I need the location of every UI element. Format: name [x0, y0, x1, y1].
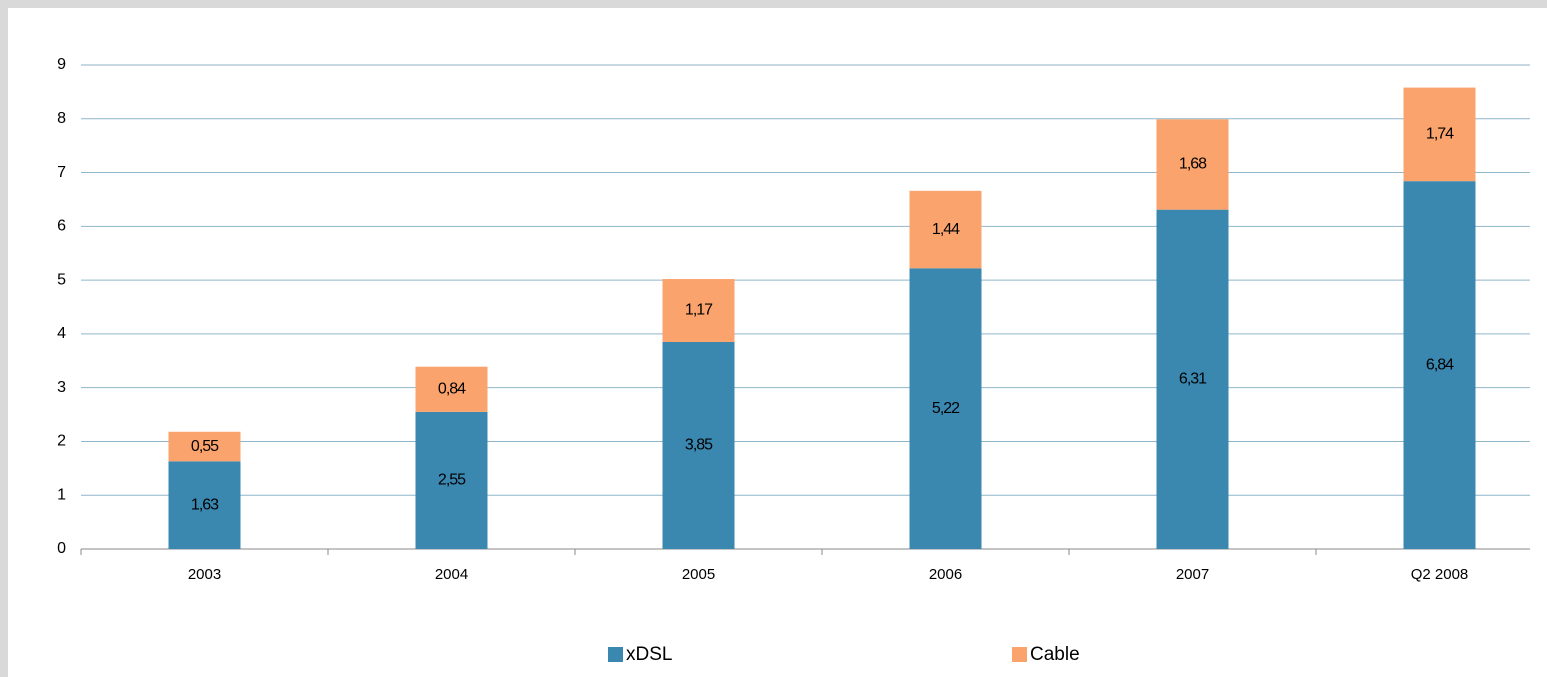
bar-segment: [662, 279, 735, 342]
value-label: 6,84: [1426, 356, 1454, 373]
y-tick-label: 0: [57, 540, 66, 557]
y-tick-label: 7: [57, 164, 66, 181]
x-tick-label: 2007: [1176, 566, 1209, 583]
value-label: 1,63: [191, 496, 219, 513]
bar-segment: [1156, 209, 1229, 549]
bar-segment: [415, 366, 488, 412]
y-tick-label: 1: [57, 486, 66, 503]
value-label: 0,55: [191, 438, 219, 455]
x-tick-label: 2006: [929, 566, 962, 583]
bar-segment: [909, 190, 982, 269]
value-label: 3,85: [685, 437, 713, 454]
bar-segment: [1403, 87, 1476, 182]
x-tick-label: 2004: [435, 566, 468, 583]
bar-segment: [1156, 119, 1229, 210]
x-tick-label: Q2 2008: [1411, 566, 1469, 583]
value-label: 5,22: [932, 400, 960, 417]
chart-background: [8, 8, 1547, 677]
bar-segment: [168, 431, 241, 462]
x-tick-label: 2003: [188, 566, 221, 583]
value-label: 6,31: [1179, 371, 1207, 388]
y-tick-label: 4: [57, 325, 66, 342]
y-tick-label: 5: [57, 271, 66, 288]
y-tick-label: 3: [57, 379, 66, 396]
legend-swatch: [1012, 647, 1027, 662]
y-tick-label: 6: [57, 218, 66, 235]
value-label: 1,74: [1426, 126, 1454, 143]
bar-segment: [909, 268, 982, 549]
x-tick-label: 2005: [682, 566, 715, 583]
legend-label: xDSL: [626, 644, 672, 665]
value-label: 1,17: [685, 302, 713, 319]
y-tick-label: 9: [57, 56, 66, 73]
y-tick-label: 2: [57, 433, 66, 450]
bar-segment: [415, 411, 488, 549]
value-label: 1,44: [932, 221, 960, 238]
legend-swatch: [608, 647, 623, 662]
bar-segment: [662, 341, 735, 549]
bar-segment: [168, 461, 241, 549]
value-label: 2,55: [438, 472, 466, 489]
bar-segment: [1403, 181, 1476, 549]
y-tick-label: 8: [57, 110, 66, 127]
value-label: 1,68: [1179, 156, 1207, 173]
legend-label: Cable: [1030, 644, 1080, 665]
value-label: 0,84: [438, 380, 466, 397]
